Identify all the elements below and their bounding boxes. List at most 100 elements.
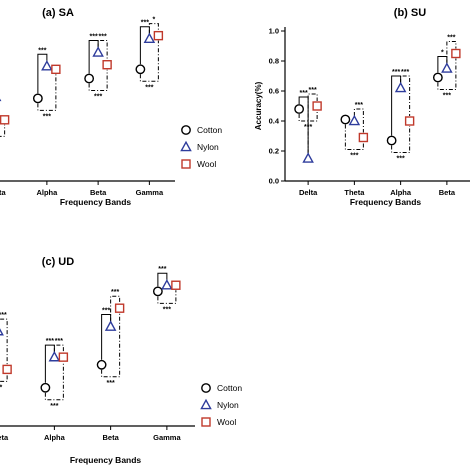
significance-label: *** [38, 47, 46, 54]
data-point-nylon [104, 320, 117, 331]
data-point-nylon [41, 59, 53, 71]
significance-label: *** [447, 35, 455, 42]
significance-label: *** [46, 338, 54, 345]
x-tick-label: Theta [0, 188, 6, 197]
legend-marker-wool [181, 159, 191, 169]
x-tick-label: Theta [0, 433, 9, 442]
data-point-wool [102, 60, 112, 70]
x-tick-label: Beta [102, 433, 119, 442]
y-tick-label: 0.6 [269, 87, 279, 96]
data-point-nylon [302, 152, 314, 163]
significance-label: *** [94, 93, 102, 100]
legend-label: Nylon [217, 400, 239, 410]
x-tick-label: Beta [439, 188, 456, 197]
significance-label: *** [158, 266, 166, 273]
significance-bracket [157, 272, 168, 287]
y-tick-label: 0.4 [269, 117, 280, 126]
x-axis-label: Frequency Bands [350, 197, 422, 207]
data-point-cotton [432, 72, 443, 83]
significance-label: *** [392, 69, 400, 76]
panel-title: (c) UD [42, 256, 74, 268]
data-point-wool [153, 30, 164, 41]
significance-bracket [446, 41, 457, 64]
panel-title: (b) SU [394, 7, 426, 19]
data-point-nylon [161, 278, 173, 290]
significance-bracket [37, 74, 57, 111]
significance-bracket [391, 126, 411, 153]
x-axis-label: Frequency Bands [60, 197, 132, 207]
significance-label: *** [0, 384, 2, 391]
data-point-cotton [152, 286, 163, 297]
data-point-cotton [84, 73, 95, 84]
significance-bracket [110, 295, 121, 322]
data-point-nylon [48, 350, 61, 362]
data-point-wool [404, 116, 415, 126]
significance-label: *** [90, 33, 98, 40]
data-point-wool [358, 132, 369, 143]
x-tick-label: Delta [299, 188, 318, 197]
y-tick-label: 0.2 [269, 147, 279, 156]
x-tick-label: Beta [90, 188, 107, 197]
x-tick-label: Alpha [36, 188, 58, 197]
significance-label: *** [300, 90, 308, 97]
y-tick-label: 1.0 [269, 27, 279, 36]
y-tick-label: 0.8 [269, 57, 279, 66]
legend-marker-cotton [201, 383, 211, 393]
chart-panel-1: (b) SU Delta Theta Alpha Beta Frequency Bands… [254, 7, 470, 207]
significance-label: * [441, 50, 444, 57]
legend-marker-nylon [200, 398, 212, 410]
significance-bracket [353, 108, 364, 133]
legend: Cotton Nylon Wool [200, 383, 242, 427]
significance-label: *** [43, 113, 51, 120]
data-point-nylon [92, 46, 104, 57]
significance-label: *** [107, 380, 115, 387]
data-point-nylon [441, 62, 453, 73]
legend-label: Cotton [217, 383, 242, 393]
data-point-wool [171, 280, 181, 290]
significance-bracket [0, 124, 6, 137]
significance-bracket [298, 111, 318, 122]
data-point-wool [58, 352, 69, 362]
significance-label: * [153, 17, 156, 24]
chart-panel-2: (c) UD Theta Alpha Beta Gamma Frequency Bands… [0, 256, 195, 465]
legend-label: Wool [197, 159, 216, 169]
significance-label: *** [55, 338, 63, 345]
x-axis-label: Frequency Bands [70, 455, 142, 465]
significance-bracket [157, 290, 177, 304]
x-tick-label: Alpha [390, 188, 412, 197]
data-point-nylon [348, 114, 361, 126]
data-point-cotton [135, 64, 146, 75]
legend: Cotton Nylon Wool [180, 125, 222, 169]
significance-label: *** [355, 102, 363, 109]
significance-bracket [88, 39, 99, 74]
significance-bracket [437, 58, 457, 90]
data-point-cotton [294, 104, 305, 114]
significance-label: *** [350, 153, 358, 160]
significance-label: *** [163, 306, 171, 313]
chart-panel-0: (a) SA Theta Alpha Beta Gamma Frequency Bands… [0, 7, 175, 207]
x-tick-label: Alpha [44, 433, 66, 442]
data-point-wool [2, 364, 12, 375]
data-point-wool [312, 101, 322, 111]
data-point-wool [114, 303, 125, 313]
legend-marker-wool [201, 417, 211, 427]
data-point-nylon [394, 81, 407, 93]
x-tick-label: Theta [344, 188, 365, 197]
significance-bracket [37, 53, 48, 94]
data-point-nylon [143, 32, 156, 44]
data-point-cotton [32, 93, 43, 104]
significance-bracket [344, 124, 364, 150]
significance-bracket [139, 40, 159, 82]
significance-label: *** [145, 84, 153, 91]
panel-title: (a) SA [42, 7, 74, 19]
legend-label: Nylon [197, 142, 219, 152]
x-tick-label: Gamma [136, 188, 164, 197]
y-axis-label: Accuracy(%) [254, 81, 263, 130]
significance-label: *** [0, 312, 7, 319]
significance-label: *** [141, 20, 149, 27]
data-point-wool [451, 48, 461, 59]
significance-label: *** [50, 403, 58, 410]
significance-bracket [101, 314, 112, 360]
significance-label: *** [102, 308, 110, 315]
